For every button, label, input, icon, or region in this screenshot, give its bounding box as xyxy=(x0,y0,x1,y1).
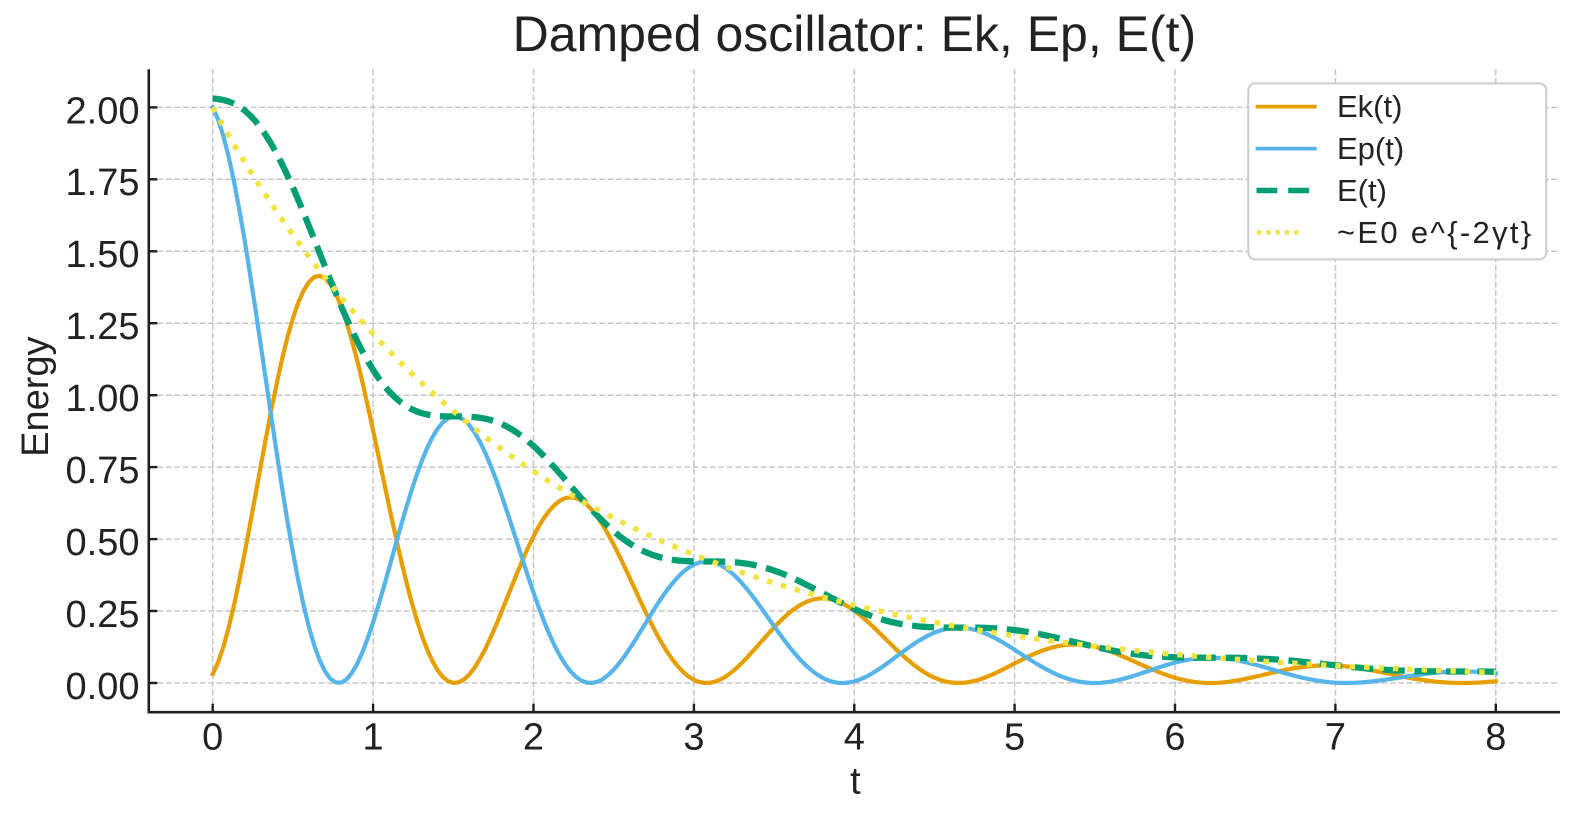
svg-text:Ek(t): Ek(t) xyxy=(1337,89,1402,124)
svg-text:Energy: Energy xyxy=(15,336,57,456)
svg-text:2: 2 xyxy=(523,717,544,759)
svg-text:1.50: 1.50 xyxy=(66,234,140,276)
svg-text:E(t): E(t) xyxy=(1337,173,1387,208)
svg-text:7: 7 xyxy=(1325,717,1346,759)
svg-text:4: 4 xyxy=(844,717,865,759)
svg-text:1.75: 1.75 xyxy=(66,162,140,204)
svg-text:0.00: 0.00 xyxy=(66,666,140,708)
svg-text:1: 1 xyxy=(363,717,384,759)
svg-text:5: 5 xyxy=(1004,717,1025,759)
svg-text:3: 3 xyxy=(683,717,704,759)
svg-text:6: 6 xyxy=(1164,717,1185,759)
svg-text:~E0 e^{-2γt}: ~E0 e^{-2γt} xyxy=(1337,215,1533,250)
svg-text:1.00: 1.00 xyxy=(66,378,140,420)
svg-text:t: t xyxy=(850,761,861,803)
svg-text:2.00: 2.00 xyxy=(66,90,140,132)
svg-text:1.25: 1.25 xyxy=(66,306,140,348)
svg-text:Ep(t): Ep(t) xyxy=(1337,131,1404,166)
svg-text:0: 0 xyxy=(202,717,223,759)
svg-text:Damped oscillator: Ek, Ep, E(t: Damped oscillator: Ek, Ep, E(t) xyxy=(513,6,1197,62)
svg-text:0.75: 0.75 xyxy=(66,450,140,492)
svg-text:0.50: 0.50 xyxy=(66,522,140,564)
svg-text:8: 8 xyxy=(1485,717,1506,759)
svg-text:0.25: 0.25 xyxy=(66,594,140,636)
